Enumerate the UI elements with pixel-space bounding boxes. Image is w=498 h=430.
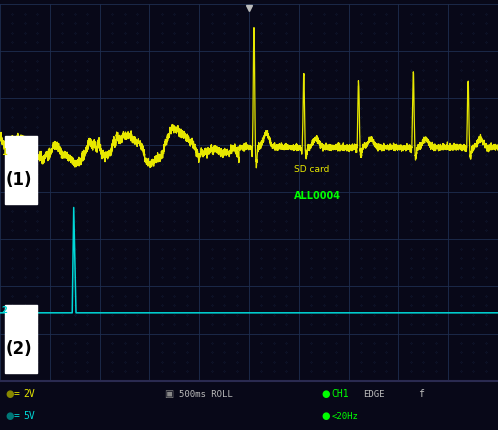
Text: (1): (1) (6, 171, 32, 189)
Text: =: = (14, 390, 20, 399)
Text: ●: ● (5, 411, 13, 421)
Text: (2): (2) (6, 340, 32, 358)
Text: f: f (418, 390, 424, 399)
Text: 5V: 5V (23, 411, 35, 421)
Text: 1: 1 (1, 148, 7, 157)
Text: =: = (14, 411, 20, 421)
Text: EDGE: EDGE (364, 390, 385, 399)
Text: CH1: CH1 (331, 390, 349, 399)
FancyBboxPatch shape (5, 305, 37, 373)
Text: 2V: 2V (23, 390, 35, 399)
Text: SD card: SD card (294, 166, 329, 174)
Text: 2: 2 (1, 307, 7, 316)
Text: ▣: ▣ (164, 390, 174, 399)
Text: <20Hz: <20Hz (331, 412, 358, 421)
Text: ●: ● (321, 411, 330, 421)
FancyBboxPatch shape (5, 136, 37, 204)
Text: 500ms ROLL: 500ms ROLL (179, 390, 233, 399)
Text: ●: ● (321, 390, 330, 399)
Text: ALL0004: ALL0004 (294, 191, 341, 201)
Text: ●: ● (5, 390, 13, 399)
